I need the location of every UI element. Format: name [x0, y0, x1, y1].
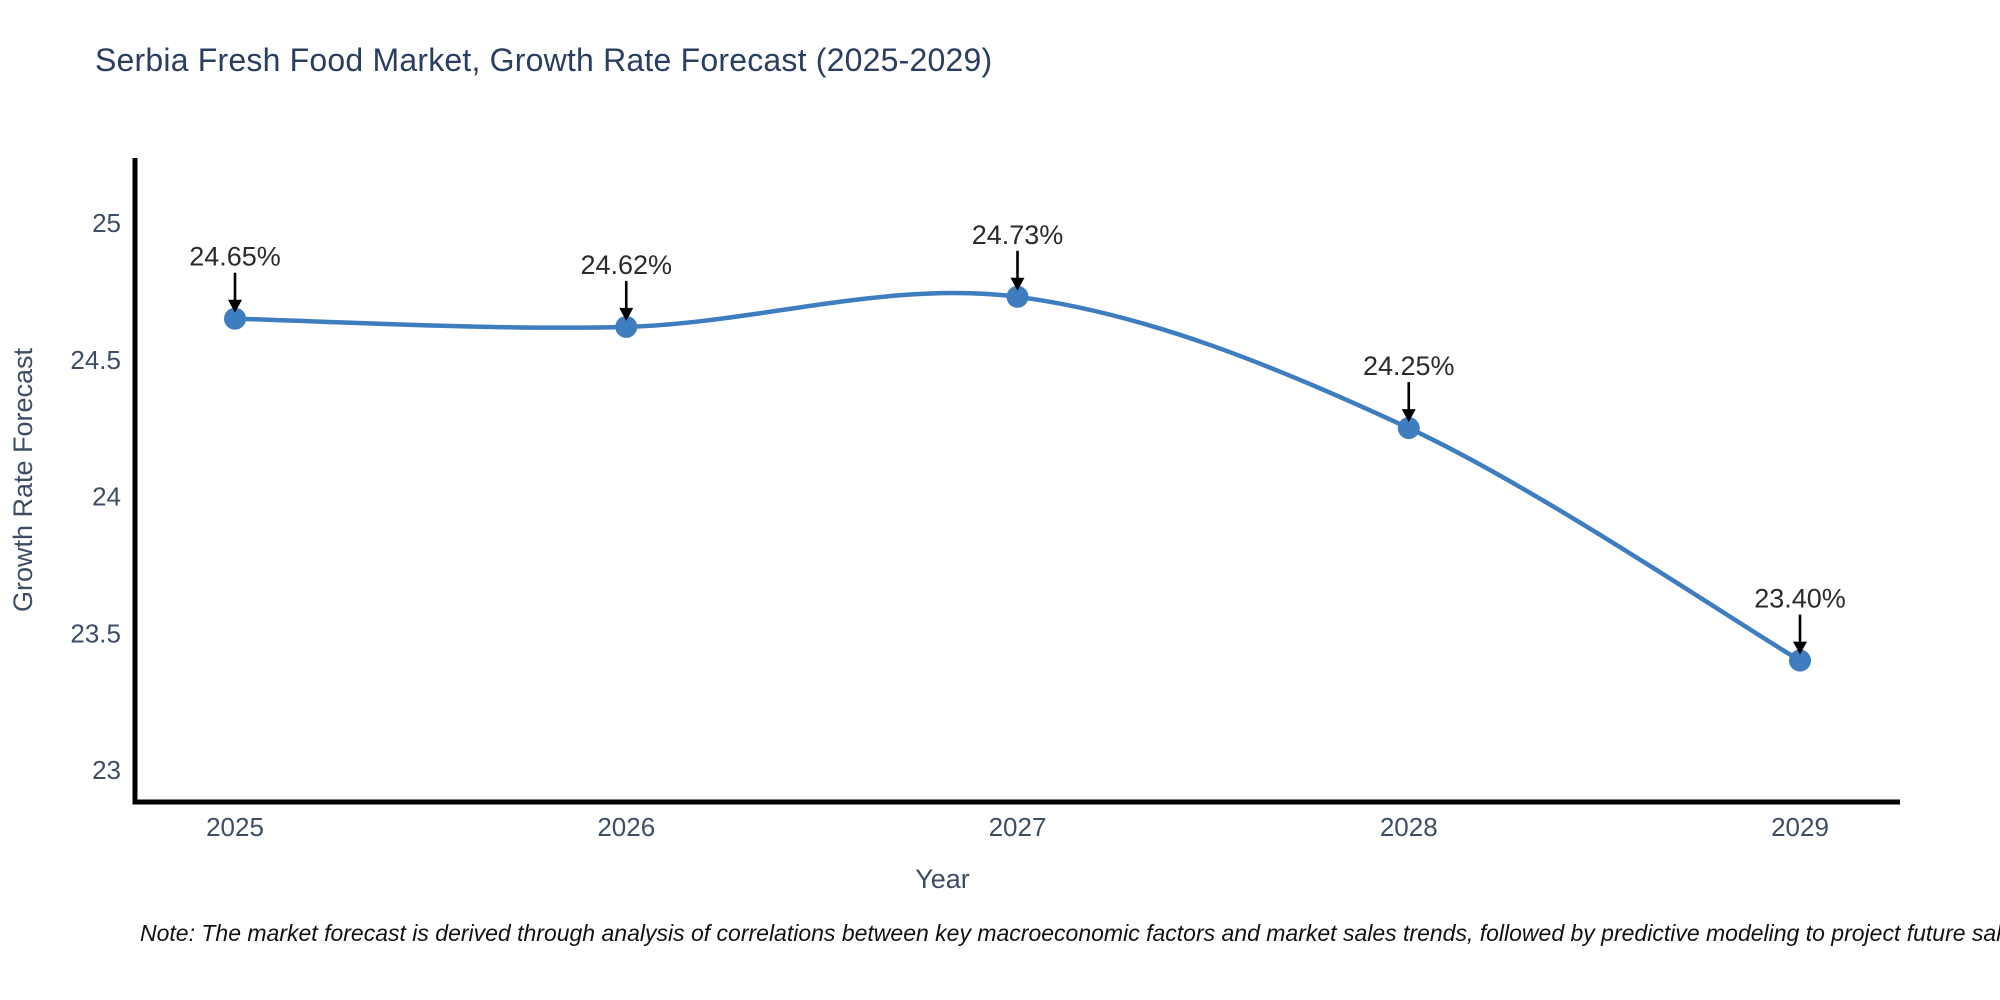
- axes-lines: [132, 158, 1900, 805]
- y-axis-title: Growth Rate Forecast: [8, 347, 38, 612]
- x-tick-label-2026: 2026: [597, 812, 655, 842]
- data-point-marker-2026: [615, 315, 638, 338]
- annotation-label-2028: 24.25%: [1363, 351, 1455, 381]
- y-tick-label-24: 24: [92, 482, 121, 512]
- annotation-arrowhead-2028: [1401, 409, 1416, 423]
- chart-footnote: Note: The market forecast is derived thr…: [140, 920, 2000, 946]
- annotation-label-2025: 24.65%: [189, 242, 281, 272]
- annotation-arrowhead-2029: [1793, 641, 1807, 655]
- data-point-marker-2027: [1006, 285, 1029, 308]
- y-tick-label-23.5: 23.5: [70, 618, 121, 648]
- data-point-marker-2029: [1789, 649, 1811, 672]
- data-point-marker-2025: [224, 307, 246, 330]
- annotation-label-2026: 24.62%: [580, 250, 672, 280]
- y-tick-label-24.5: 24.5: [70, 345, 121, 375]
- x-tick-label-2028: 2028: [1380, 812, 1438, 842]
- annotation-label-2029: 23.40%: [1754, 584, 1846, 614]
- annotation-arrowhead-2027: [1010, 277, 1025, 291]
- data-point-marker-2028: [1397, 417, 1420, 440]
- y-tick-label-23: 23: [92, 755, 121, 785]
- x-axis-title: Year: [915, 864, 970, 894]
- annotation-label-2027: 24.73%: [972, 220, 1064, 250]
- chart-title: Serbia Fresh Food Market, Growth Rate Fo…: [95, 42, 993, 78]
- annotation-arrowhead-2025: [228, 299, 242, 313]
- y-tick-label-25: 25: [92, 208, 121, 238]
- chart-line: [232, 290, 1803, 663]
- annotation-arrowhead-2026: [619, 307, 634, 321]
- x-tick-label-2029: 2029: [1771, 812, 1829, 842]
- x-tick-label-2025: 2025: [206, 812, 264, 842]
- x-tick-label-2027: 2027: [989, 812, 1047, 842]
